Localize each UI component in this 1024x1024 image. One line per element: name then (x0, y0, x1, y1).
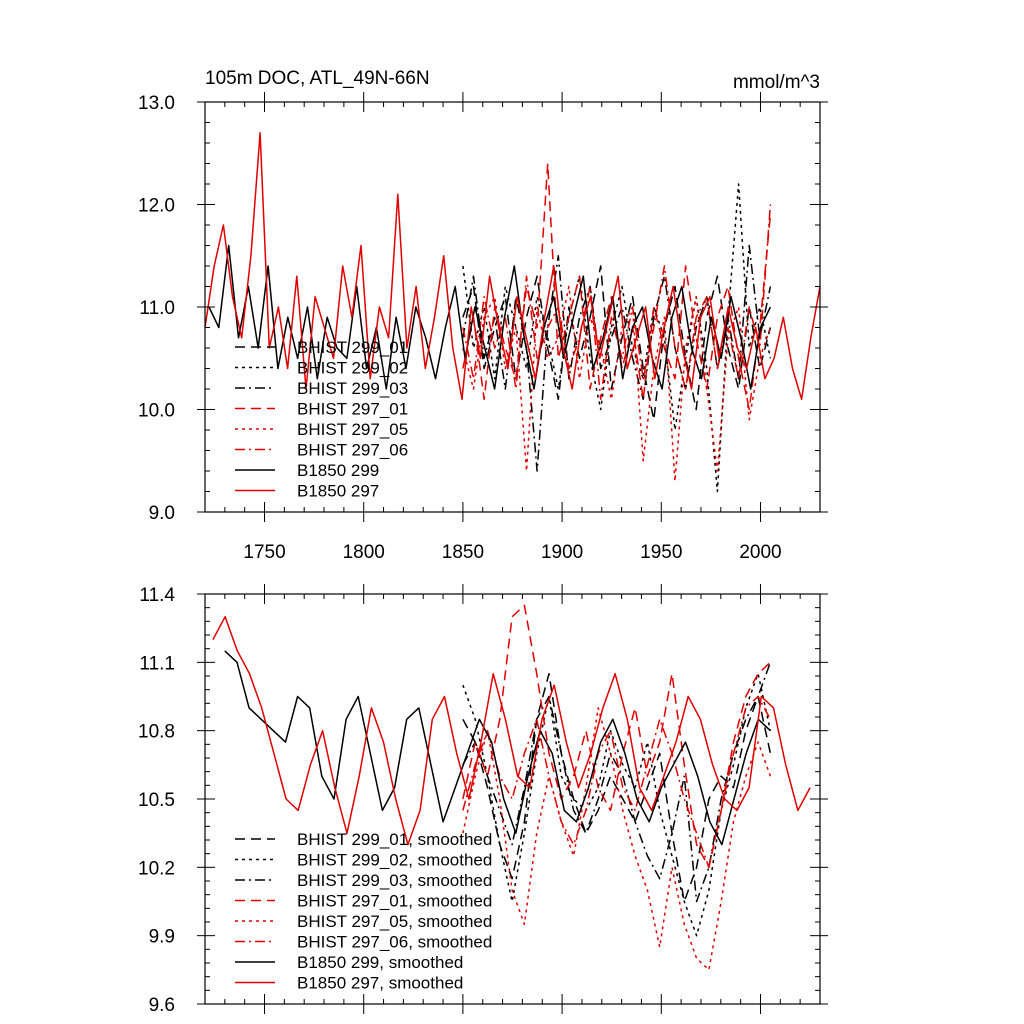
chart-title: 105m DOC, ATL_49N-66N (205, 68, 430, 89)
legend-label: BHIST 297_05, smoothed (297, 912, 492, 931)
y-tick-label: 10.5 (138, 790, 175, 811)
series-line-4 (462, 285, 772, 482)
y-tick-label: 9.0 (149, 503, 175, 524)
legend-label: B1850 299, smoothed (297, 953, 463, 972)
legend-label: B1850 297, smoothed (297, 974, 463, 993)
series-group (204, 132, 821, 493)
series-line-5 (462, 695, 772, 869)
y-tick-label: 10.2 (138, 858, 175, 879)
x-tick-label: 1750 (243, 542, 285, 563)
y-tick-label: 11.4 (139, 585, 175, 606)
top-panel: 1750 1800 1850 1900 1950 2000 9.0 10.0 11.0 12.0 1… (138, 68, 828, 563)
series-line-0 (462, 672, 772, 903)
legend: BHIST 299_01, smoothed BHIST 299_02, smoo… (235, 830, 492, 993)
series-line-1 (462, 183, 772, 493)
x-tick-label: 2000 (739, 542, 781, 563)
series-line-7 (212, 616, 811, 846)
series-line-5 (462, 204, 772, 401)
legend-label: BHIST 297_01, smoothed (297, 892, 492, 911)
series-line-4 (462, 707, 772, 971)
y-tick-label: 13.0 (138, 93, 175, 114)
legend-label: BHIST 299_03, smoothed (297, 871, 492, 890)
y-tick-label: 9.6 (149, 995, 175, 1016)
x-tick-label: 1950 (640, 542, 682, 563)
y-tick-label: 11.0 (139, 298, 175, 319)
series-line-2 (462, 244, 772, 472)
units-label: mmol/m^3 (733, 72, 820, 93)
y-tick-label: 12.0 (138, 196, 175, 217)
legend-label: BHIST 299_01, smoothed (297, 830, 492, 849)
series-line-6 (224, 650, 771, 846)
x-tick-label: 1900 (541, 542, 583, 563)
y-tick-label: 11.1 (139, 653, 175, 674)
legend-label: BHIST 299_01 (297, 338, 408, 357)
bottom-panel: 9.6 9.9 10.2 10.5 10.8 11.1 11.4 BHIST 299_01, … (138, 584, 828, 1016)
series-line-1 (462, 672, 772, 937)
legend-label: BHIST 297_06 (297, 441, 408, 460)
series-line-7 (204, 132, 821, 401)
legend-label: B1850 299 (297, 461, 379, 480)
legend-label: BHIST 297_01 (297, 400, 408, 419)
y-tick-label: 10.8 (138, 722, 175, 743)
legend-label: BHIST 297_05 (297, 420, 408, 439)
y-tick-label: 10.0 (138, 401, 175, 422)
x-tick-label: 1850 (442, 542, 484, 563)
series-line-0 (462, 265, 772, 421)
y-tick-label: 9.9 (149, 927, 175, 948)
legend-label: BHIST 299_02, smoothed (297, 851, 492, 870)
x-tick-label: 1800 (343, 542, 385, 563)
series-group (212, 604, 811, 971)
legend-label: B1850 297 (297, 482, 379, 501)
legend-label: BHIST 297_06, smoothed (297, 933, 492, 952)
legend-label: BHIST 299_02 (297, 359, 408, 378)
series-line-2 (462, 662, 772, 903)
legend-label: BHIST 299_03 (297, 379, 408, 398)
series-line-6 (208, 244, 772, 390)
